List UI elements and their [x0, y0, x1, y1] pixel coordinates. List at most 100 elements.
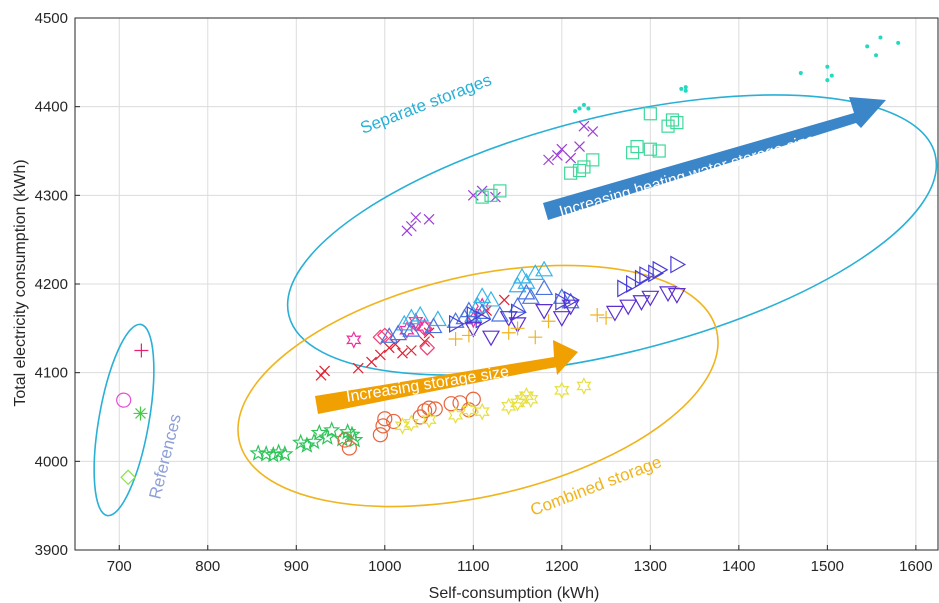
data-point — [586, 153, 600, 167]
data-point — [510, 303, 527, 322]
data-point — [275, 445, 294, 462]
heating-storage-arrow-label: Increasing heating water storage size — [557, 131, 817, 220]
data-point — [874, 53, 879, 58]
data-point — [590, 308, 605, 323]
data-point — [337, 432, 353, 448]
data-point — [319, 365, 331, 377]
data-point — [652, 144, 666, 158]
grid — [75, 17, 938, 551]
combined-storage-ellipse — [237, 264, 719, 508]
data-point — [395, 314, 414, 331]
x-tick-label: 1300 — [634, 558, 667, 575]
data-point — [446, 312, 465, 328]
data-point — [639, 266, 656, 285]
data-point — [410, 212, 422, 223]
data-point — [878, 35, 883, 40]
data-point — [120, 469, 136, 486]
x-tick-label: 700 — [107, 558, 132, 575]
data-point — [576, 377, 592, 395]
y-tick-label: 4400 — [35, 99, 68, 116]
data-point — [665, 113, 680, 127]
data-point — [510, 321, 525, 336]
data-point — [577, 106, 582, 111]
y-axis-label: Total electricity consumption (kWh) — [12, 159, 29, 406]
data-point — [626, 274, 642, 294]
x-tick-label: 1600 — [899, 558, 932, 575]
y-tick-label: 4500 — [35, 10, 68, 27]
data-point — [484, 188, 498, 202]
references-label: References — [145, 412, 184, 501]
data-point — [521, 288, 540, 304]
x-tick-label: 900 — [284, 558, 309, 575]
data-point — [632, 295, 651, 311]
data-point — [461, 401, 477, 419]
data-point — [417, 403, 433, 419]
data-point — [556, 143, 568, 155]
data-point — [338, 422, 357, 440]
data-point — [552, 311, 571, 327]
data-point — [389, 324, 408, 341]
data-point — [449, 314, 465, 333]
data-point — [352, 362, 364, 374]
data-point — [448, 331, 463, 346]
data-point — [630, 139, 644, 154]
data-point — [581, 102, 586, 107]
data-point — [133, 406, 148, 421]
data-point — [825, 64, 830, 69]
data-point — [421, 410, 437, 429]
data-point — [473, 303, 492, 319]
data-point — [643, 142, 657, 156]
data-point — [298, 436, 316, 453]
data-point — [652, 260, 669, 279]
data-point — [461, 328, 476, 343]
x-tick-label: 1200 — [545, 558, 578, 575]
x-axis-label: Self-consumption (kWh) — [429, 585, 600, 602]
data-point — [481, 330, 501, 347]
data-point — [564, 166, 578, 180]
data-point — [634, 269, 651, 288]
data-point — [508, 276, 527, 293]
plot-frame — [74, 17, 939, 551]
data-point — [670, 255, 687, 274]
data-point — [402, 320, 421, 337]
data-point — [501, 325, 516, 340]
data-point — [535, 260, 554, 277]
y-tick-label: 4300 — [35, 187, 68, 204]
data-point — [493, 184, 507, 198]
x-tick-label: 1400 — [722, 558, 755, 575]
data-point — [798, 70, 803, 75]
data-point — [554, 381, 570, 400]
data-point — [394, 417, 411, 435]
data-point — [374, 349, 386, 361]
data-point — [565, 152, 577, 164]
data-point — [366, 356, 377, 368]
data-point — [587, 126, 599, 137]
data-point — [865, 44, 870, 49]
data-point — [346, 331, 362, 349]
data-point — [641, 290, 660, 307]
x-tick-label: 1100 — [457, 558, 489, 575]
data-point — [419, 339, 436, 356]
data-point — [481, 290, 501, 307]
storage-size-arrow-label: Increasing storage size — [345, 363, 510, 406]
data-point — [535, 279, 554, 296]
separate-storages-ellipse — [286, 94, 938, 376]
data-point — [499, 311, 518, 327]
data-point — [315, 369, 327, 381]
data-point — [310, 423, 329, 441]
data-point — [552, 288, 571, 304]
data-point — [116, 392, 132, 408]
data-point — [397, 347, 408, 359]
data-point — [475, 310, 492, 329]
data-point — [667, 288, 686, 304]
data-point — [375, 418, 391, 434]
storage-size-arrow — [315, 340, 578, 414]
x-tick-label: 800 — [195, 558, 220, 575]
data-point — [323, 421, 341, 438]
data-point — [475, 190, 489, 204]
data-point — [341, 440, 357, 456]
data-point — [372, 427, 388, 443]
data-point — [474, 402, 490, 421]
data-point — [419, 336, 431, 348]
data-point — [249, 444, 268, 461]
